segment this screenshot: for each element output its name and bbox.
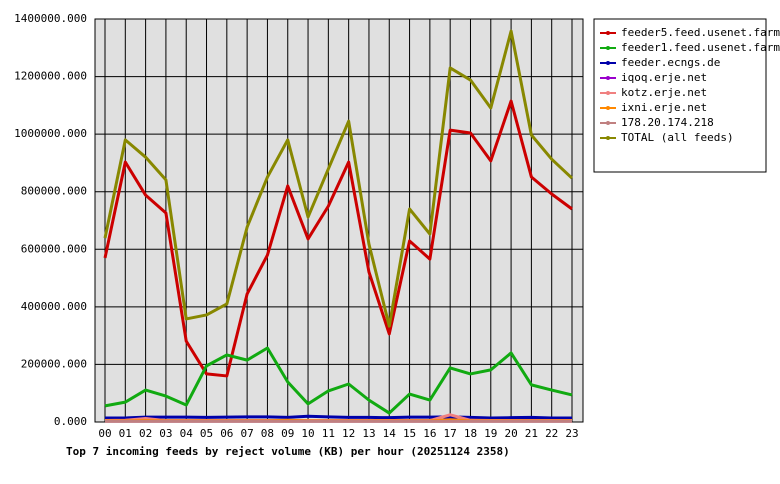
y-tick-label: 0.000 xyxy=(54,415,87,428)
x-tick-label: 01 xyxy=(119,427,132,440)
legend-label: feeder.ecngs.de xyxy=(621,56,720,69)
x-tick-label: 12 xyxy=(342,427,355,440)
x-tick-label: 14 xyxy=(383,427,397,440)
x-tick-label: 19 xyxy=(484,427,497,440)
series-line xyxy=(103,29,574,328)
legend-dot xyxy=(606,31,610,35)
legend-label: kotz.erje.net xyxy=(621,86,707,99)
legend-box xyxy=(593,18,767,173)
x-tick-label: 08 xyxy=(261,427,274,440)
x-tick-label: 16 xyxy=(423,427,436,440)
x-tick-label: 21 xyxy=(525,427,538,440)
x-tick-label: 07 xyxy=(241,427,254,440)
y-tick-label: 600000.000 xyxy=(21,242,87,255)
x-tick-label: 15 xyxy=(403,427,416,440)
y-tick-label: 1400000.000 xyxy=(14,12,87,25)
legend-dot xyxy=(606,121,610,125)
x-tick-label: 23 xyxy=(565,427,578,440)
x-tick-label: 03 xyxy=(159,427,172,440)
chart-title: Top 7 incoming feeds by reject volume (K… xyxy=(66,445,510,458)
legend-label: feeder1.feed.usenet.farm xyxy=(621,41,780,54)
x-tick-label: 17 xyxy=(444,427,457,440)
legend-label: ixni.erje.net xyxy=(621,101,707,114)
legend-dot xyxy=(606,91,610,95)
x-tick-label: 13 xyxy=(362,427,375,440)
legend-dot xyxy=(606,136,610,140)
y-tick-label: 1000000.000 xyxy=(14,127,87,140)
y-tick-label: 400000.000 xyxy=(21,300,87,313)
x-tick-label: 02 xyxy=(139,427,152,440)
x-tick-label: 10 xyxy=(301,427,314,440)
legend-dot xyxy=(606,61,610,65)
x-tick-label: 22 xyxy=(545,427,558,440)
y-tick-label: 800000.000 xyxy=(21,185,87,198)
legend-label: 178.20.174.218 xyxy=(621,116,714,129)
x-tick-label: 04 xyxy=(180,427,194,440)
x-tick-label: 06 xyxy=(220,427,233,440)
legend-dot xyxy=(606,46,610,50)
legend-label: feeder5.feed.usenet.farm xyxy=(621,26,780,39)
legend-dot xyxy=(606,106,610,110)
series-line xyxy=(103,99,573,378)
y-tick-label: 1200000.000 xyxy=(14,70,87,83)
plot-area xyxy=(95,19,583,422)
x-tick-label: 05 xyxy=(200,427,213,440)
series-line xyxy=(104,346,573,415)
legend-label: iqoq.erje.net xyxy=(621,71,707,84)
legend-label: TOTAL (all feeds) xyxy=(621,131,734,144)
series-line xyxy=(105,414,572,420)
x-tick-label: 11 xyxy=(322,427,335,440)
x-tick-label: 00 xyxy=(98,427,111,440)
legend-dot xyxy=(606,76,610,80)
y-tick-label: 200000.000 xyxy=(21,357,87,370)
x-tick-label: 20 xyxy=(504,427,517,440)
x-tick-label: 18 xyxy=(464,427,477,440)
x-tick-label: 09 xyxy=(281,427,294,440)
